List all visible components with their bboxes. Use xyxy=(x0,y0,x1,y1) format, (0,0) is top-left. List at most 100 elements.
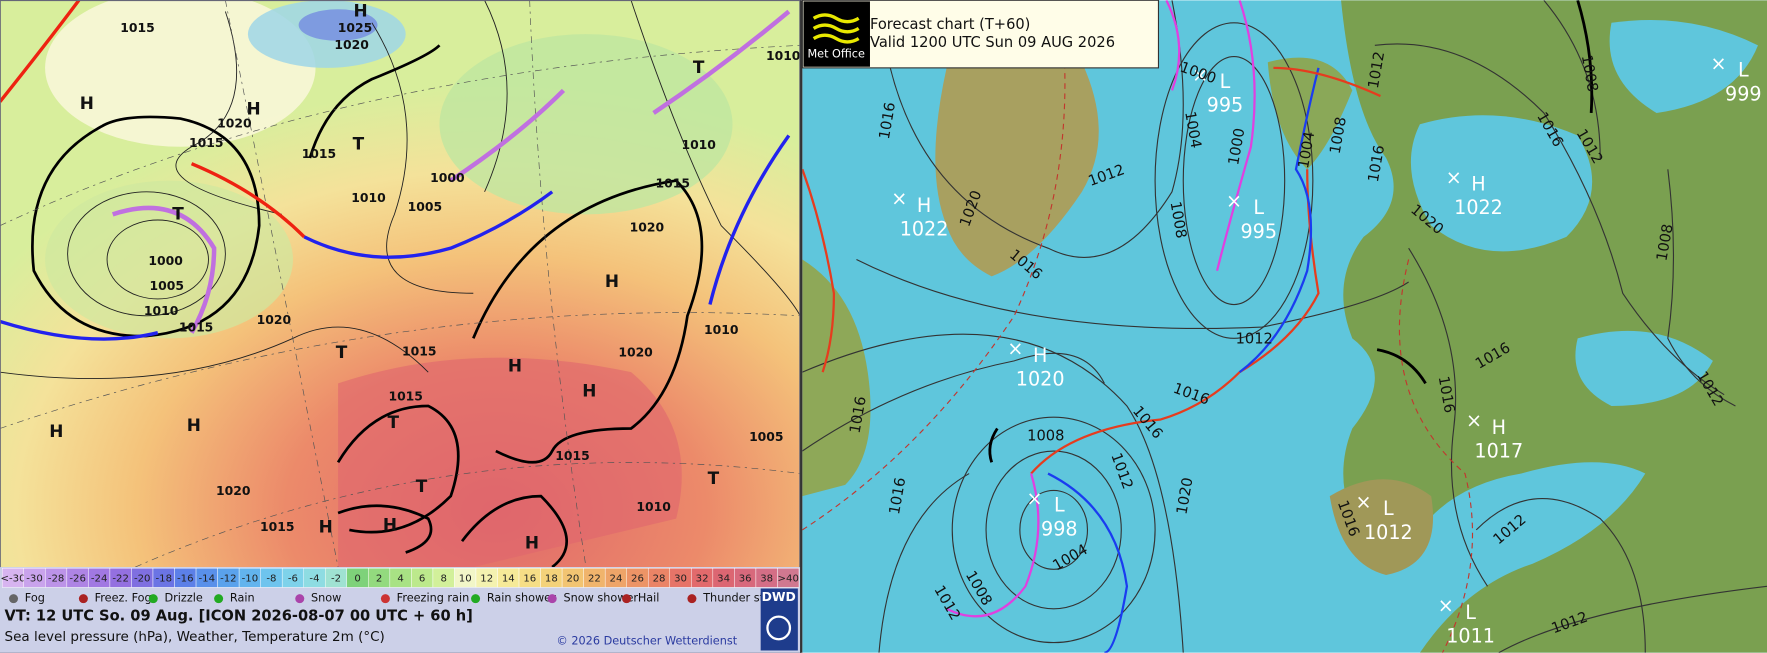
map-label: 1025 xyxy=(338,20,372,35)
scale-label: -22 xyxy=(112,573,129,584)
legend-icon xyxy=(214,594,224,604)
centre-type: H xyxy=(1492,416,1506,439)
centre-type: H xyxy=(1033,344,1047,367)
metoffice-logo: Met Office xyxy=(807,47,865,60)
scale-label: 16 xyxy=(523,573,536,584)
map-label: 1015 xyxy=(402,343,436,358)
map-label: H xyxy=(525,532,539,552)
scale-label: 32 xyxy=(696,573,709,584)
isobar-label: 1008 xyxy=(1578,54,1601,94)
map-label: T xyxy=(388,412,400,432)
centre-value: 995 xyxy=(1207,94,1244,117)
map-label: H xyxy=(246,99,260,119)
centre-cross: × xyxy=(1711,52,1727,75)
scale-label: 4 xyxy=(397,573,403,584)
legend-icon xyxy=(380,594,390,604)
map-label: H xyxy=(605,271,619,291)
centre-cross: × xyxy=(1356,490,1372,513)
isobar-label: 1008 xyxy=(1327,116,1350,156)
legend-icon xyxy=(148,594,158,604)
map-label: 1020 xyxy=(618,344,653,359)
map-label: 1015 xyxy=(555,448,589,463)
centre-value: 999 xyxy=(1725,82,1762,105)
map-label: 1005 xyxy=(150,278,184,293)
legend-label: Snow shower xyxy=(563,592,638,605)
centre-type: H xyxy=(917,194,931,217)
dwd-logo: DWD xyxy=(762,589,796,604)
scale-label: 6 xyxy=(419,573,425,584)
centre-type: L xyxy=(1220,70,1231,93)
map-label: T xyxy=(172,203,184,223)
map-label: H xyxy=(187,415,201,435)
isobar-label: 1012 xyxy=(1236,330,1273,347)
isobar-label: 1020 xyxy=(1173,476,1196,516)
scale-label: -4 xyxy=(309,573,319,584)
scale-label: 14 xyxy=(502,573,515,584)
map-label: 1000 xyxy=(430,170,465,185)
isobar-label: 1004 xyxy=(1295,130,1318,170)
legend-icon xyxy=(78,594,88,604)
map-label: 1015 xyxy=(388,388,422,403)
scale-label: <-30 xyxy=(1,573,26,584)
map-label: T xyxy=(336,342,348,362)
centre-value: 998 xyxy=(1041,517,1078,540)
valid-time: VT: 12 UTC So. 09 Aug. [ICON 2026-08-07 … xyxy=(5,608,473,625)
centre-value: 1017 xyxy=(1474,440,1523,463)
map-label: 1020 xyxy=(216,483,251,498)
metoffice-map: H1022×L995×L995×H1022×H1020×L998×H1017×L… xyxy=(802,0,1767,653)
scale-label: 34 xyxy=(717,573,730,584)
legend-icon xyxy=(687,594,697,604)
map-label: 1010 xyxy=(144,303,179,318)
map-label: 1010 xyxy=(636,499,671,514)
centre-type: L xyxy=(1738,59,1749,82)
scale-label: -2 xyxy=(331,573,341,584)
map-label: H xyxy=(49,421,63,441)
color-scale: <-30 -30 -28 -26 -24 -22 -20 -18 -16 -14 -12 -10 -8-… xyxy=(1,567,800,588)
valid-time: Valid 1200 UTC Sun 09 AUG 2026 xyxy=(870,34,1115,51)
centre-cross: × xyxy=(891,187,907,210)
scale-label: -16 xyxy=(177,573,194,584)
centre-type: L xyxy=(1054,494,1065,517)
scale-label: 28 xyxy=(653,573,666,584)
centre-value: 1020 xyxy=(1016,368,1065,391)
metoffice-logo-waves xyxy=(812,13,860,44)
map-label: T xyxy=(693,57,705,77)
legend-icon xyxy=(295,594,305,604)
isobar-label: 1008 xyxy=(1027,427,1064,444)
legend-icon xyxy=(622,594,632,604)
subtitle: Sea level pressure (hPa), Weather, Tempe… xyxy=(5,629,385,645)
scale-label: 8 xyxy=(440,573,446,584)
map-label: 1015 xyxy=(189,135,223,150)
centre-value: 1022 xyxy=(900,218,949,241)
isobar-label: 1000 xyxy=(1225,127,1248,167)
isobar-label: 1016 xyxy=(876,101,899,141)
scale-label: -20 xyxy=(134,573,151,584)
scale-label: -14 xyxy=(199,573,216,584)
centre-cross: × xyxy=(1446,166,1462,189)
map-label: 1000 xyxy=(148,253,183,268)
scale-label: 2 xyxy=(376,573,382,584)
scale-label: 12 xyxy=(480,573,493,584)
scale-label: 20 xyxy=(566,573,579,584)
map-label: 1010 xyxy=(351,190,386,205)
centre-cross: × xyxy=(1007,337,1023,360)
scale-label: -24 xyxy=(91,573,108,584)
dwd-map: H 1025 1020 1015 H 1020 1015 1015 T 1000 1010 1005 T… xyxy=(0,0,801,568)
map-label: 1010 xyxy=(766,48,801,63)
centre-cross: × xyxy=(1466,409,1482,432)
scale-label: -6 xyxy=(288,573,298,584)
isobar-label: 1008 xyxy=(1653,223,1676,263)
map-label: 1020 xyxy=(334,37,369,52)
forecast-title: Forecast chart (T+60) xyxy=(870,16,1030,33)
legend-label: Rain xyxy=(230,592,255,605)
scale-cell xyxy=(777,567,800,588)
map-label: H xyxy=(319,517,333,537)
centre-type: H xyxy=(1471,173,1485,196)
legend-label: Fog xyxy=(25,592,45,605)
centre-value: 1011 xyxy=(1446,624,1495,647)
map-label: 1010 xyxy=(681,137,716,152)
scale-label: 22 xyxy=(588,573,601,584)
isobar-label: 1012 xyxy=(1365,50,1388,90)
